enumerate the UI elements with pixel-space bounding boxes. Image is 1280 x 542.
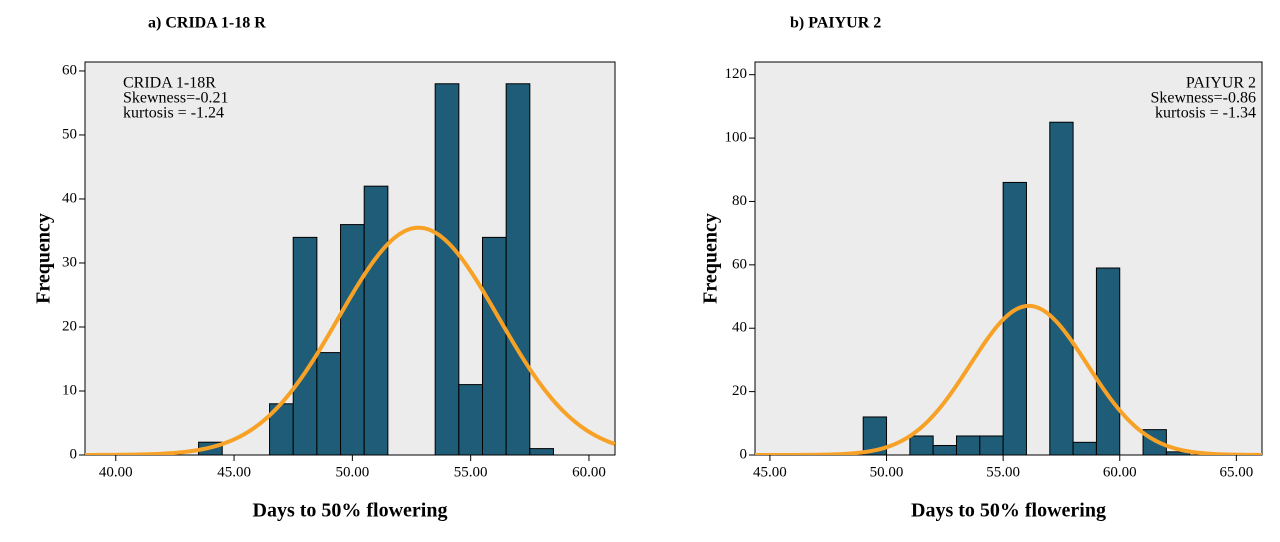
bar <box>979 435 1004 456</box>
bar <box>1072 441 1097 456</box>
bar <box>1049 121 1074 456</box>
y-tick-label: 40 <box>62 190 77 206</box>
annotation: Skewness=-0.86 <box>1151 90 1256 107</box>
bar <box>529 448 554 456</box>
annotation: kurtosis = -1.24 <box>123 105 224 122</box>
x-tick-label: 45.00 <box>217 464 251 480</box>
y-tick-label: 100 <box>725 130 748 146</box>
y-tick-label: 80 <box>732 193 747 209</box>
y-tick-label: 60 <box>62 62 77 78</box>
x-tick-label: 60.00 <box>1103 464 1137 480</box>
normal-curve <box>755 303 1262 455</box>
x-axis-title: Days to 50% flowering <box>911 500 1106 522</box>
x-tick-label: 55.00 <box>454 464 488 480</box>
x-tick-label: 65.00 <box>1219 464 1253 480</box>
bar <box>862 416 888 456</box>
bar <box>434 83 460 456</box>
y-tick-label: 40 <box>732 320 747 336</box>
y-tick-label: 0 <box>740 446 748 462</box>
subtitle: b) PAIYUR 2 <box>790 15 881 32</box>
y-axis-title: Frequency <box>33 213 55 304</box>
y-tick-label: 60 <box>732 256 747 272</box>
bar <box>482 236 507 456</box>
bar <box>955 435 981 456</box>
y-tick-label: 20 <box>732 383 747 399</box>
bar <box>316 352 342 456</box>
y-tick-label: 0 <box>70 446 78 462</box>
bar <box>363 185 389 456</box>
y-tick-label: 120 <box>725 66 748 82</box>
bar <box>340 224 365 456</box>
y-tick-label: 20 <box>62 318 77 334</box>
bar <box>909 435 934 456</box>
x-tick-label: 60.00 <box>572 464 606 480</box>
x-tick-label: 50.00 <box>870 464 904 480</box>
annotation: Skewness=-0.21 <box>123 90 228 107</box>
bar <box>292 236 318 456</box>
x-tick-label: 40.00 <box>99 464 133 480</box>
subtitle: a) CRIDA 1-18 R <box>148 15 266 32</box>
x-axis-title: Days to 50% flowering <box>253 500 448 522</box>
bar <box>932 444 957 456</box>
y-tick-label: 10 <box>62 382 77 398</box>
x-tick-label: 45.00 <box>753 464 787 480</box>
y-tick-label: 50 <box>62 126 77 142</box>
annotation: PAIYUR 2 <box>1186 75 1256 92</box>
annotation: CRIDA 1-18R <box>123 75 216 92</box>
y-axis-title: Frequency <box>700 213 722 304</box>
y-tick-label: 30 <box>62 254 77 270</box>
bar <box>1095 267 1121 456</box>
annotation: kurtosis = -1.34 <box>1155 105 1256 122</box>
bar <box>458 384 484 456</box>
x-tick-label: 55.00 <box>986 464 1020 480</box>
x-tick-label: 50.00 <box>335 464 369 480</box>
normal-curve <box>85 225 615 455</box>
bar <box>505 83 531 456</box>
